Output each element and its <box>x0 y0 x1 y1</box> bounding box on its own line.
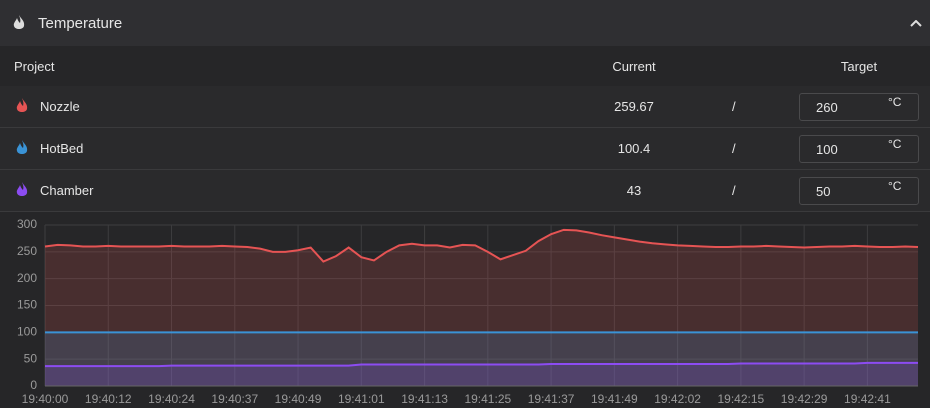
temperature-chart: 0 50 100 150 200 250 300 19:40:00 19:40:12 19:40:… <box>0 212 930 408</box>
target-input[interactable]: 100 °C <box>799 135 919 163</box>
x-tick-label: 19:40:24 <box>148 392 195 406</box>
y-tick-label: 200 <box>17 271 37 285</box>
x-tick-label: 19:41:13 <box>401 392 448 406</box>
table-row: HotBed 100.4 / 100 °C <box>0 128 930 170</box>
table-row: Nozzle 259.67 / 260 °C <box>0 86 930 128</box>
x-tick-label: 19:42:41 <box>844 392 891 406</box>
panel-header[interactable]: Temperature <box>0 0 930 47</box>
x-tick-label: 19:41:01 <box>338 392 385 406</box>
y-tick-label: 300 <box>17 217 37 231</box>
x-tick-label: 19:40:37 <box>211 392 258 406</box>
current-temp: 259.67 <box>614 99 654 114</box>
unit: °C <box>888 137 902 151</box>
flame-icon <box>13 15 25 29</box>
column-header: Target <box>840 59 878 74</box>
column-header: Current <box>612 59 656 74</box>
heater-name: Nozzle <box>40 99 80 114</box>
collapse-icon[interactable] <box>910 20 922 28</box>
x-tick-label: 19:41:37 <box>528 392 575 406</box>
heater-icon <box>16 140 28 154</box>
y-tick-label: 250 <box>17 244 37 258</box>
series-area <box>45 229 918 386</box>
x-tick-label: 19:42:29 <box>781 392 828 406</box>
heater-name: Chamber <box>40 183 94 198</box>
x-tick-label: 19:40:12 <box>85 392 132 406</box>
panel-title: Temperature <box>38 15 123 32</box>
x-tick-label: 19:42:02 <box>654 392 701 406</box>
series-area <box>45 362 918 386</box>
separator: / <box>732 141 736 156</box>
column-header: Project <box>14 59 55 74</box>
table-header: Project Current Target <box>0 46 930 88</box>
target-value: 50 <box>816 184 831 199</box>
heater-icon <box>16 98 28 112</box>
y-tick-label: 150 <box>17 298 37 312</box>
y-tick-label: 50 <box>24 351 38 365</box>
y-tick-label: 100 <box>17 325 37 339</box>
target-value: 100 <box>816 142 838 157</box>
y-tick-label: 0 <box>30 378 37 392</box>
series-line <box>44 228 919 263</box>
unit: °C <box>888 95 902 109</box>
x-tick-label: 19:41:25 <box>464 392 511 406</box>
heater-name: HotBed <box>40 141 84 156</box>
current-temp: 100.4 <box>617 141 651 156</box>
series-area <box>45 332 918 386</box>
x-tick-label: 19:40:49 <box>275 392 322 406</box>
separator: / <box>732 183 736 198</box>
table-row: Chamber 43 / 50 °C <box>0 170 930 212</box>
heater-icon <box>16 182 28 196</box>
current-temp: 43 <box>626 183 642 198</box>
target-value: 260 <box>816 100 838 115</box>
series-line <box>45 361 918 368</box>
unit: °C <box>888 179 902 193</box>
x-tick-label: 19:42:15 <box>718 392 765 406</box>
target-input[interactable]: 50 °C <box>799 177 919 205</box>
x-tick-label: 19:41:49 <box>591 392 638 406</box>
separator: / <box>732 99 736 114</box>
x-tick-label: 19:40:00 <box>22 392 69 406</box>
target-input[interactable]: 260 °C <box>799 93 919 121</box>
